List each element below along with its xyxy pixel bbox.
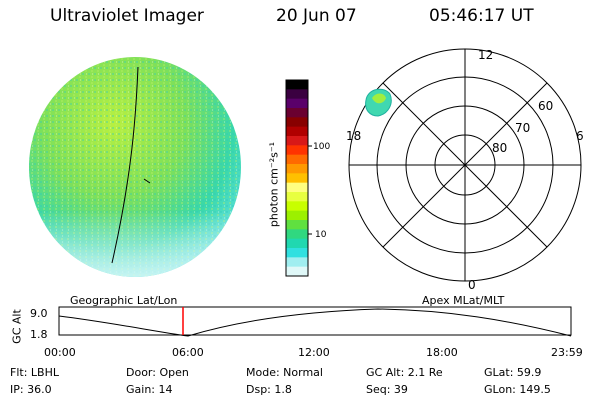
colorbar-segment <box>286 145 308 156</box>
lat-label-70: 70 <box>515 121 530 135</box>
door-status: Door: Open <box>126 366 189 379</box>
colorbar-scale <box>285 79 312 277</box>
timeline-y-max: 9.0 <box>30 307 48 320</box>
colorbar-tick-100: 100 <box>313 142 331 152</box>
polar-diagonal-2 <box>382 82 548 248</box>
colorbar-segment <box>286 257 308 268</box>
mlt-label-6: 6 <box>576 129 584 143</box>
gain-status: Gain: 14 <box>126 383 173 396</box>
ground-track-mark <box>143 178 151 184</box>
timeline-axis-label: GC Alt <box>10 309 24 344</box>
altitude-timeline[interactable] <box>28 292 578 342</box>
earth-disk-shade <box>29 57 241 277</box>
timeline-tick-2359: 23:59 <box>551 346 583 359</box>
colorbar-segment <box>286 182 308 193</box>
colorbar-segment <box>286 173 308 184</box>
colorbar-segment <box>286 220 308 230</box>
time-display: 05:46:17 UT <box>429 6 534 26</box>
altitude-curve <box>58 308 572 337</box>
uv-earth-image[interactable] <box>28 55 246 281</box>
filter-status: Flt: LBHL <box>10 366 59 379</box>
colorbar-frame <box>285 79 309 277</box>
colorbar-segment <box>286 248 308 258</box>
seq-status: Seq: 39 <box>366 383 408 396</box>
colorbar-segment <box>286 117 308 128</box>
mlt-label-12: 12 <box>478 48 493 62</box>
timeline-frame <box>58 306 572 336</box>
timeline-y-min: 1.8 <box>30 328 48 341</box>
colorbar-segment <box>286 192 308 202</box>
mlt-label-18: 18 <box>346 129 361 143</box>
timeline-title-left: Geographic Lat/Lon <box>70 294 178 307</box>
colorbar-segment <box>286 108 308 118</box>
colorbar-segment <box>286 229 308 240</box>
mlt-label-0: 0 <box>468 278 476 292</box>
polar-plot[interactable]: 12 18 6 0 60 70 80 <box>340 48 590 293</box>
colorbar-segment <box>286 98 308 109</box>
colorbar-segment <box>286 126 308 137</box>
mode-status: Mode: Normal <box>246 366 323 379</box>
colorbar-segment <box>286 266 308 277</box>
colorbar-segment <box>286 154 308 165</box>
colorbar-segment <box>286 210 308 221</box>
colorbar-segment <box>286 238 308 249</box>
colorbar-segment <box>286 164 308 174</box>
lat-label-60: 60 <box>538 99 553 113</box>
timeline-tick-1200: 12:00 <box>298 346 330 359</box>
colorbar-segment <box>286 80 308 90</box>
colorbar-segment <box>286 201 308 212</box>
timeline-title-right: Apex MLat/MLT <box>422 294 505 307</box>
gc-alt-status: GC Alt: 2.1 Re <box>366 366 443 379</box>
app-title: Ultraviolet Imager <box>50 6 204 26</box>
glat-status: GLat: 59.9 <box>484 366 542 379</box>
colorbar-tick-10: 10 <box>315 230 327 240</box>
terminator-line <box>111 66 139 264</box>
colorbar-segment <box>286 136 308 146</box>
timeline-tick-0600: 06:00 <box>172 346 204 359</box>
aurora-image-core <box>372 93 386 104</box>
dsp-status: Dsp: 1.8 <box>246 383 292 396</box>
timeline-tick-1800: 18:00 <box>426 346 458 359</box>
colorbar-unit-label: photon cm⁻²s⁻¹ <box>267 141 281 228</box>
colorbar-segment <box>286 89 308 100</box>
ip-status: IP: 36.0 <box>10 383 52 396</box>
timeline-tick-0000: 00:00 <box>44 346 76 359</box>
colorbar <box>262 78 332 282</box>
glon-status: GLon: 149.5 <box>484 383 551 396</box>
lat-label-80: 80 <box>492 141 507 155</box>
date-display: 20 Jun 07 <box>276 6 357 26</box>
